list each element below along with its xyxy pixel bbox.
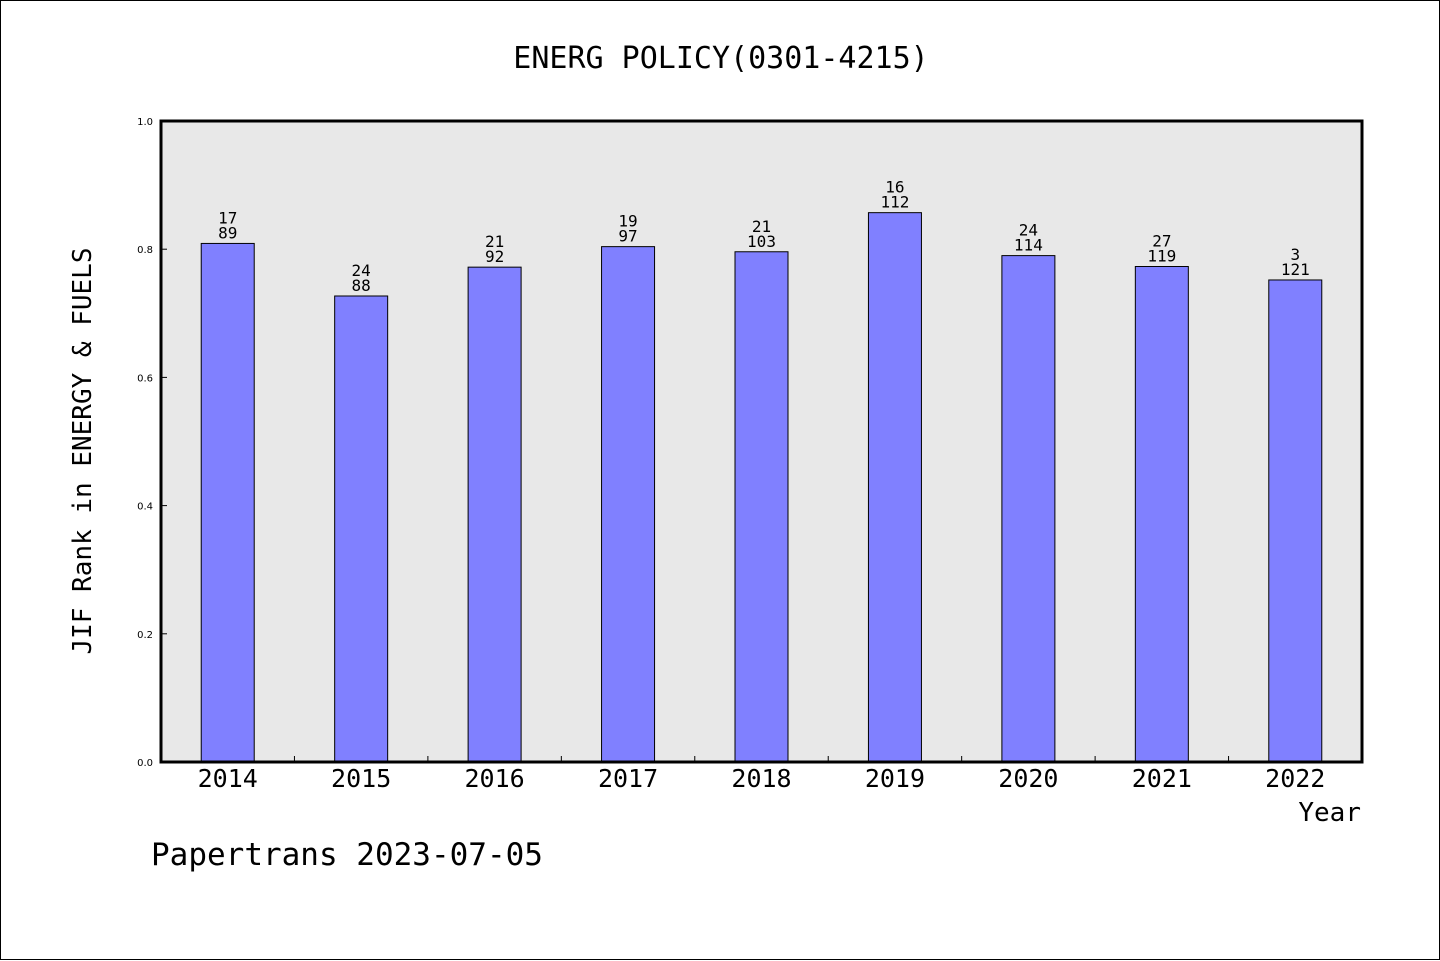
bar-rank-label: 17 <box>218 208 237 227</box>
bar-2021 <box>1134 266 1189 763</box>
bar-total-label: 88 <box>352 276 371 295</box>
bar-series <box>200 212 1323 763</box>
bar-2017 <box>601 246 656 763</box>
x-axis-label: Year <box>1298 798 1361 828</box>
bar-rank-label: 27 <box>1152 232 1171 251</box>
bar-total-label: 97 <box>618 227 637 246</box>
bar-rank-label: 19 <box>618 212 637 231</box>
bar-total-label: 119 <box>1147 247 1176 266</box>
bar-rank-label: 16 <box>885 178 904 197</box>
bar-2019 <box>867 212 922 763</box>
bar-rank-label: 3 <box>1290 245 1300 264</box>
bar-total-label: 121 <box>1281 260 1310 279</box>
y-tick-label: 0.0 <box>137 758 153 769</box>
bar-total-label: 103 <box>747 232 776 251</box>
x-tick-label: 2021 <box>1132 764 1192 793</box>
x-tick-label: 2015 <box>331 764 391 793</box>
bar-total-label: 114 <box>1014 236 1043 255</box>
bar-total-label: 89 <box>218 223 237 242</box>
x-tick-label: 2020 <box>998 764 1058 793</box>
x-tick-label: 2017 <box>598 764 658 793</box>
bar-2016 <box>467 266 522 763</box>
y-tick-label: 0.4 <box>137 502 153 513</box>
bar-total-label: 92 <box>485 247 504 266</box>
y-tick-label: 1.0 <box>137 117 153 128</box>
chart-title: ENERG POLICY(0301-4215) <box>513 41 928 76</box>
bar-2020 <box>1001 255 1056 763</box>
x-tick-label: 2018 <box>731 764 791 793</box>
bar-rank-label: 24 <box>1019 221 1038 240</box>
bar-rank-label: 21 <box>485 232 504 251</box>
y-axis-label: JIF Rank in ENERGY & FUELS <box>68 248 98 655</box>
bar-2022 <box>1268 279 1323 763</box>
x-tick-label: 2016 <box>465 764 525 793</box>
x-tick-label: 2022 <box>1265 764 1325 793</box>
plot-border <box>159 119 1364 764</box>
y-tick-label: 0.6 <box>137 373 153 384</box>
bar-total-label: 112 <box>880 193 909 212</box>
footer-credit: Papertrans 2023-07-05 <box>151 837 543 873</box>
bar-2014 <box>200 242 255 763</box>
x-tick-label: 2019 <box>865 764 925 793</box>
y-tick-label: 0.8 <box>137 245 153 256</box>
bar-rank-label: 21 <box>752 217 771 236</box>
bar-2018 <box>734 251 789 763</box>
x-axis-ticks: 2014 2015 2016 2017 2018 2019 2020 2021 2022 <box>198 756 1325 793</box>
bar-rank-label: 24 <box>352 261 371 280</box>
bar-2015 <box>334 295 389 763</box>
y-tick-label: 0.2 <box>137 630 153 641</box>
x-tick-label: 2014 <box>198 764 258 793</box>
